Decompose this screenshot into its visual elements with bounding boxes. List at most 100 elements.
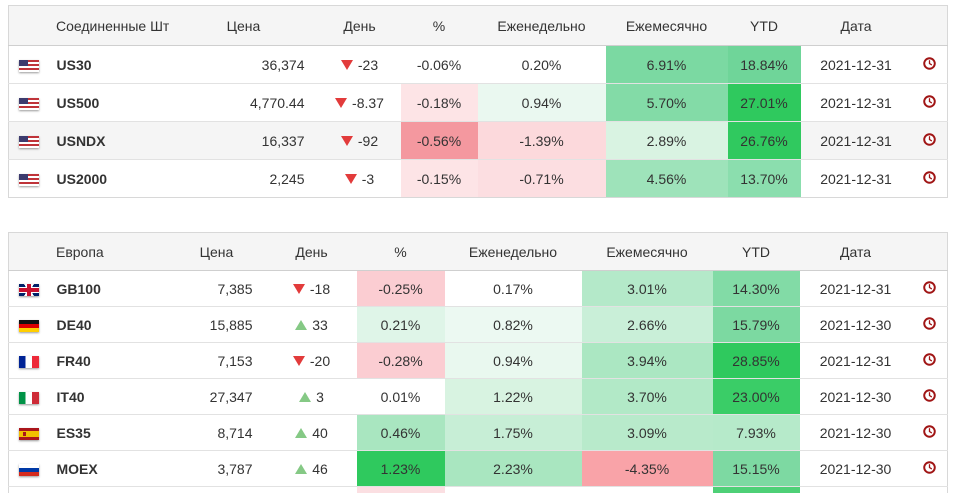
col-header-weekly: Еженедельно xyxy=(444,232,582,271)
alarm-clock-icon[interactable] xyxy=(922,280,936,294)
symbol-link[interactable]: FR40 xyxy=(56,352,91,369)
percent-cell: 1.23% xyxy=(356,450,445,487)
table-row: FR40 7,153 -20 -0.28% 0.94% 3.94% 28.85% 2021-1… xyxy=(8,342,948,379)
triangle-down-icon xyxy=(344,173,357,184)
table-row: DE40 15,885 33 0.21% 0.82% 2.66% 15.79% 2021-12… xyxy=(8,306,948,343)
flag-us-icon xyxy=(18,97,39,110)
ytd-cell: 14.30% xyxy=(712,270,800,307)
triangle-down-icon xyxy=(340,59,353,70)
table-header: Европа Цена День% Еженедельно Ежемесячно YTD Д… xyxy=(8,232,948,271)
percent-cell: -0.56% xyxy=(400,121,478,160)
percent-cell: 0.01% xyxy=(356,378,445,415)
col-header-ytd: YTD xyxy=(727,5,801,46)
weekly-cell: 1.22% xyxy=(444,378,582,415)
table-row: ES35 8,714 40 0.46% 1.75% 3.09% 7.93% 2021-12-3… xyxy=(8,414,948,451)
symbol-cell: DE40 xyxy=(48,306,167,343)
percent-cell: 0.46% xyxy=(356,414,445,451)
flag-cell xyxy=(9,46,49,84)
weekly-cell: 0.17% xyxy=(493,280,533,297)
symbol-cell: US500 xyxy=(48,83,169,122)
monthly-cell: 3.09% xyxy=(581,414,713,451)
alerts-cell xyxy=(911,159,948,198)
day-change-value: -92 xyxy=(357,132,379,149)
symbol-link[interactable]: US2000 xyxy=(56,170,108,187)
triangle-up-icon xyxy=(295,319,308,330)
triangle-up-icon xyxy=(295,427,308,438)
day-change-cell: 46 xyxy=(266,450,357,487)
alarm-clock-icon[interactable] xyxy=(922,460,936,474)
alarm-clock-icon[interactable] xyxy=(922,56,936,70)
ytd-cell: 15.79% xyxy=(712,306,800,343)
day-change-cell: 33 xyxy=(266,306,357,343)
partial-cell xyxy=(166,486,267,493)
alarm-clock-icon[interactable] xyxy=(922,132,936,146)
symbol-link[interactable]: US500 xyxy=(56,94,100,111)
symbol-cell: IT40 xyxy=(48,378,167,415)
partial-cell xyxy=(444,486,582,493)
symbol-cell: FR40 xyxy=(48,342,167,379)
symbol-cell: US2000 xyxy=(48,159,169,198)
day-change-cell: -23 xyxy=(319,46,401,84)
day-change-value: -18 xyxy=(309,280,331,297)
symbol-link[interactable]: US30 xyxy=(56,56,92,73)
flag-es-icon xyxy=(18,427,39,440)
weekly-cell: -1.39% xyxy=(477,121,606,160)
flag-us-icon xyxy=(18,59,39,72)
alarm-clock-icon[interactable] xyxy=(922,170,936,184)
alarm-clock-icon[interactable] xyxy=(922,316,936,330)
ytd-cell: 27.01% xyxy=(727,83,801,122)
price-cell: 2,245 xyxy=(168,159,319,198)
symbol-link[interactable]: IT40 xyxy=(56,388,85,405)
triangle-up-icon xyxy=(299,391,312,402)
col-header-percent: % xyxy=(400,5,478,46)
weekly-cell: 0.20% xyxy=(521,56,562,73)
date-cell: 2021-12-31 xyxy=(800,159,912,198)
flag-cell xyxy=(8,378,49,415)
alarm-clock-icon[interactable] xyxy=(922,424,936,438)
alarm-clock-icon[interactable] xyxy=(922,94,936,108)
us-indices-table: Соединенные ШтатыЦенаДень%ЕженедельноЕже… xyxy=(8,5,948,198)
symbol-link[interactable]: DE40 xyxy=(56,316,92,333)
flag-cell xyxy=(8,450,49,487)
ytd-cell: 26.76% xyxy=(727,121,801,160)
flag-fr-icon xyxy=(18,355,39,368)
alerts-cell xyxy=(912,46,948,84)
alarm-clock-icon[interactable] xyxy=(922,388,936,402)
alarm-clock-icon[interactable] xyxy=(922,352,936,366)
alerts-cell xyxy=(911,378,948,415)
percent-cell: 0.21% xyxy=(356,306,445,343)
ytd-cell: 15.15% xyxy=(712,450,800,487)
date-cell: 2021-12-31 xyxy=(820,56,892,73)
monthly-cell: 3.94% xyxy=(581,342,713,379)
table-row: IT40 27,347 3 0.01% 1.22% 3.70% 23.00% 2021-12-… xyxy=(8,378,948,415)
table-header: Соединенные ШтатыЦенаДень%ЕженедельноЕже… xyxy=(8,5,948,46)
col-header-weekly: Еженедельно xyxy=(477,5,606,46)
alerts-cell xyxy=(911,450,948,487)
table-row-partial xyxy=(8,486,948,493)
flag-us-icon xyxy=(18,135,39,148)
col-header-monthly: Ежемесячно xyxy=(581,232,713,271)
monthly-cell: 2.89% xyxy=(605,121,728,160)
symbol-cell: US30 xyxy=(49,46,169,84)
flag-de-icon xyxy=(18,319,39,332)
ytd-cell: 7.93% xyxy=(712,414,800,451)
symbol-link[interactable]: MOEX xyxy=(56,460,98,477)
day-change-cell: 40 xyxy=(266,414,357,451)
table-row: US500 4,770.44 -8.37 -0.18% 0.94% 5.70% 27.01%… xyxy=(8,83,948,122)
day-change-cell: -8.37 xyxy=(318,83,401,122)
percent-cell: -0.25% xyxy=(356,270,445,307)
symbol-link[interactable]: ES35 xyxy=(56,424,91,441)
partial-cell xyxy=(712,486,800,493)
col-header-price: Цена xyxy=(166,232,267,271)
symbol-link[interactable]: USNDX xyxy=(56,132,106,149)
day-change-cell: -92 xyxy=(318,121,401,160)
price-cell: 27,347 xyxy=(166,378,267,415)
symbol-link[interactable]: GB100 xyxy=(56,280,101,297)
monthly-cell: 2.66% xyxy=(581,306,713,343)
flag-cell xyxy=(8,121,49,160)
europe-indices-table: Европа Цена День% Еженедельно Ежемесячно YTD Д… xyxy=(8,232,948,493)
flag-gb-icon xyxy=(18,283,39,296)
partial-cell xyxy=(356,486,445,493)
col-header-monthly: Ежемесячно xyxy=(605,5,728,46)
price-cell: 8,714 xyxy=(166,414,267,451)
